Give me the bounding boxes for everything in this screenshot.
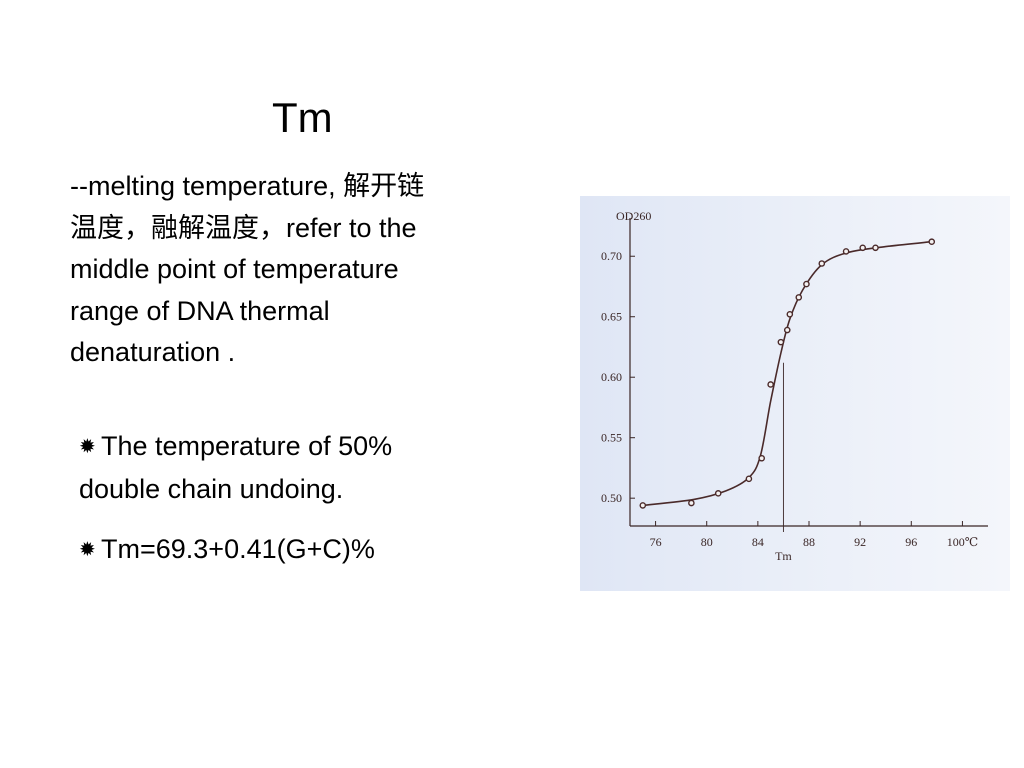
data-point [714, 490, 722, 497]
tm-marker-label: Tm [775, 549, 792, 563]
x-tick-label: 80 [701, 535, 713, 549]
data-point [745, 475, 753, 483]
y-tick-label: 0.70 [601, 249, 622, 263]
data-point [786, 311, 794, 318]
y-tick-label: 0.55 [601, 431, 622, 445]
chart-svg: OD260 0.50 0.55 0.60 0.65 0.70 76 80 84 88 92 96 100… [601, 209, 988, 563]
data-point [795, 294, 803, 301]
x-tick-label: 88 [803, 535, 815, 549]
data-point [928, 238, 936, 246]
data-point [783, 326, 791, 334]
data-point [777, 338, 785, 346]
data-point [803, 280, 810, 288]
x-tick-label: 76 [650, 535, 662, 549]
bullet-text: Tm=69.3+0.41(G+C)% [101, 534, 375, 564]
y-axis-label: OD260 [616, 209, 651, 223]
bullet-text: The temperature of 50% double chain undo… [79, 431, 393, 504]
data-point [688, 499, 695, 507]
data-point [872, 244, 879, 252]
x-tick-label: 92 [854, 535, 866, 549]
y-tick-label: 0.50 [601, 491, 622, 505]
y-tick-label: 0.65 [601, 310, 622, 324]
star-burst-icon: ✹ [79, 539, 96, 561]
data-point [758, 454, 765, 462]
data-point [818, 260, 826, 267]
data-point [842, 248, 850, 255]
definition-text: --melting temperature, 解开链 温度，融解温度，refer… [70, 171, 425, 367]
bullet-item-tm-formula: ✹ Tm=69.3+0.41(G+C)% [79, 528, 499, 571]
melting-curve-chart: OD260 0.50 0.55 0.60 0.65 0.70 76 80 84 88 92 96 100… [580, 196, 1010, 591]
x-tick-label: 96 [905, 535, 917, 549]
slide-title: Tm [272, 94, 333, 141]
x-tick-label: 84 [752, 535, 764, 549]
bullet-item-tm-meaning: ✹ The temperature of 50% double chain und… [79, 425, 499, 510]
data-point [639, 502, 647, 509]
data-point [859, 244, 867, 252]
data-point [767, 381, 774, 388]
star-burst-icon: ✹ [79, 436, 96, 458]
melting-curve-line [642, 240, 932, 507]
x-tick-label: 100℃ [947, 535, 978, 549]
y-tick-label: 0.60 [601, 370, 622, 384]
